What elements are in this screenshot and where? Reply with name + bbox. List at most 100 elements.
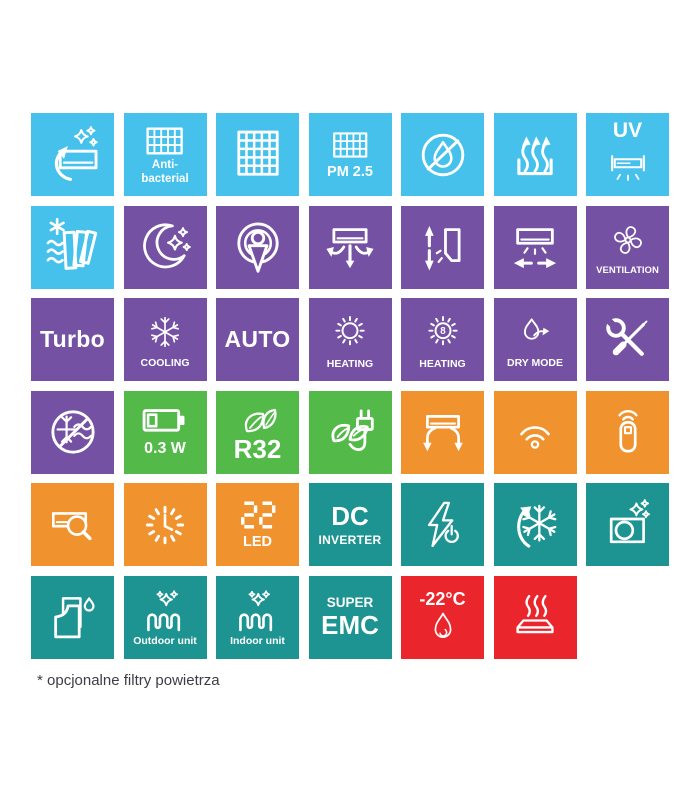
airflow-3d-icon bbox=[319, 216, 381, 278]
tile-active-defrost bbox=[493, 483, 577, 566]
tile-text: LED bbox=[243, 534, 272, 550]
tile-low-temp-heating: -22°C bbox=[401, 575, 484, 659]
flame-icon bbox=[424, 609, 462, 647]
drop-rotate-icon bbox=[514, 311, 556, 353]
leaves-icon bbox=[233, 403, 283, 435]
tile-anti-condensation bbox=[401, 113, 484, 196]
tile-auto-mode: AUTO bbox=[216, 298, 299, 381]
tile-heating-8c: 8 HEATING bbox=[401, 298, 484, 381]
tile-text: -22°C bbox=[419, 588, 466, 609]
tile-text: HEATING bbox=[419, 357, 466, 370]
tile-text: VENTILATION bbox=[596, 265, 659, 276]
tile-self-diagnosis bbox=[31, 483, 114, 566]
evaporation-icon bbox=[504, 124, 566, 186]
tile-text: Indoor unit bbox=[230, 634, 285, 647]
snowflake-icon bbox=[144, 311, 186, 353]
self-check-icon bbox=[44, 496, 102, 554]
led-digits-icon bbox=[231, 499, 284, 531]
power-bolt-icon bbox=[414, 496, 472, 554]
svg-text:8: 8 bbox=[440, 326, 446, 337]
tile-base-heater bbox=[493, 575, 577, 659]
tile-indoor-unit-coating: Indoor unit bbox=[216, 575, 299, 659]
tile-text: Anti- bbox=[151, 158, 179, 171]
footnote: * opcjonalne filtry powietrza bbox=[37, 672, 220, 689]
tile-timer bbox=[123, 483, 207, 566]
tile-text: R32 bbox=[233, 433, 282, 464]
clean-panel-icon bbox=[598, 495, 658, 555]
tile-text: INVERTER bbox=[318, 532, 382, 547]
tile-text: DRY MODE bbox=[506, 356, 563, 369]
heated-base-icon bbox=[506, 588, 564, 646]
tile-dust-filter bbox=[216, 113, 299, 196]
panels-drop-icon bbox=[42, 586, 104, 648]
timer-icon bbox=[136, 496, 194, 554]
filter-grid-icon bbox=[328, 129, 372, 161]
tile-outdoor-unit-coating: Outdoor unit bbox=[123, 575, 207, 659]
tile-horizontal-swing bbox=[493, 205, 577, 289]
tile-sleep-mode bbox=[123, 205, 207, 289]
follow-me-icon bbox=[226, 215, 290, 279]
eco-plug-icon bbox=[319, 401, 381, 463]
tile-optional-air-filters bbox=[31, 205, 114, 289]
tile-dc-inverter: DC INVERTER bbox=[308, 483, 392, 566]
fan-icon bbox=[606, 218, 650, 262]
tile-fresh-air-purify bbox=[31, 113, 114, 196]
sun-icon: 8 bbox=[421, 310, 465, 354]
tile-anti-frost bbox=[31, 390, 114, 474]
filter-grid-icon bbox=[141, 124, 188, 158]
airflow-down-icon bbox=[413, 402, 473, 462]
sun-icon bbox=[328, 310, 372, 354]
tile-easy-clean-panel bbox=[586, 483, 669, 566]
remote-icon bbox=[598, 402, 658, 462]
tile-dry-mode: DRY MODE bbox=[493, 298, 577, 381]
battery-icon bbox=[136, 406, 194, 436]
tile-uv-sterilization: UV bbox=[586, 113, 669, 196]
vertical-swing-icon bbox=[412, 216, 474, 278]
tile-standby-power: 0.3 W bbox=[123, 390, 207, 474]
filter-layers-icon bbox=[40, 214, 106, 280]
frost-refresh-icon bbox=[504, 494, 566, 556]
tile-text: 0.3 W bbox=[144, 440, 186, 457]
coil-sparkle-icon bbox=[231, 588, 283, 632]
tile-text: bacterial bbox=[141, 172, 189, 185]
tile-text: PM 2.5 bbox=[327, 164, 373, 180]
tile-led-display: LED bbox=[216, 483, 299, 566]
tile-auto-restart bbox=[401, 483, 484, 566]
moon-sleep-icon bbox=[134, 216, 196, 278]
tile-text: SUPER bbox=[326, 594, 374, 610]
no-drop-icon bbox=[411, 123, 475, 187]
coil-sparkle-icon bbox=[139, 588, 191, 632]
tile-anti-corrosion-panel bbox=[31, 575, 114, 659]
tile-turbo: Turbo bbox=[31, 298, 114, 381]
tile-eco-energy bbox=[308, 390, 392, 474]
tile-text: COOLING bbox=[140, 356, 190, 369]
tile-text: UV bbox=[612, 119, 643, 143]
tile-air-flow-3d bbox=[308, 205, 392, 289]
horizontal-swing-icon bbox=[504, 216, 566, 278]
tile-remote-control bbox=[586, 390, 669, 474]
tile-easy-service bbox=[586, 298, 669, 381]
tile-anti-bacterial-filter: Anti-bacterial bbox=[123, 113, 207, 196]
wifi-icon bbox=[509, 406, 561, 458]
tile-wifi-control bbox=[493, 390, 577, 474]
tile-text: Outdoor unit bbox=[133, 634, 197, 647]
tile-heating: HEATING bbox=[308, 298, 392, 381]
tile-super-emc: SUPER EMC bbox=[308, 575, 392, 659]
feature-grid: Anti-bacterial PM 2.5 UV VENTILATION Turbo CO… bbox=[31, 113, 669, 659]
tile-text: HEATING bbox=[326, 357, 374, 370]
tile-pm25-filter: PM 2.5 bbox=[308, 113, 392, 196]
tile-text: AUTO bbox=[224, 326, 291, 352]
tile-ventilation: VENTILATION bbox=[586, 205, 669, 289]
no-frost-icon bbox=[41, 400, 105, 464]
tools-icon bbox=[598, 310, 658, 370]
tile-self-drying bbox=[493, 113, 577, 196]
uv-lamp-icon bbox=[606, 143, 650, 187]
tile-vertical-swing bbox=[401, 205, 484, 289]
tile-cooling: COOLING bbox=[123, 298, 207, 381]
tile-text: EMC bbox=[321, 610, 379, 641]
tile-text: DC bbox=[331, 500, 369, 531]
tile-text: Turbo bbox=[40, 326, 105, 352]
airflow-clean-icon bbox=[41, 123, 105, 187]
tile-air-flow-down bbox=[401, 390, 484, 474]
